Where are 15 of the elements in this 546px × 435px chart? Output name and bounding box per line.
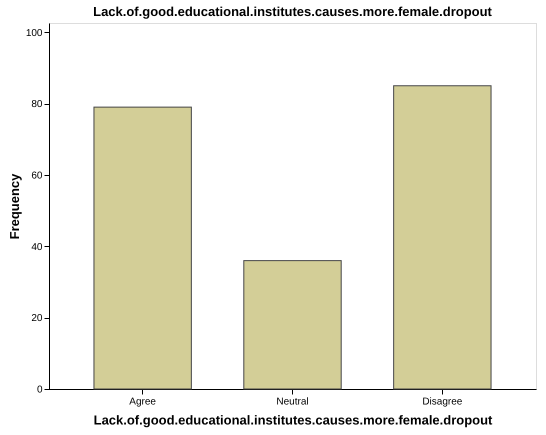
y-tick-label: 100 (26, 28, 43, 39)
x-tick-label: Neutral (276, 396, 309, 408)
y-axis-title: Frequency (6, 172, 22, 240)
x-axis-title: Lack.of.good.educational.institutes.causes.more.female.dropout (94, 412, 494, 428)
y-tick-label: 20 (31, 313, 43, 324)
chart-title: Lack.of.good.educational.institutes.causes.more.female.dropout (93, 4, 493, 19)
bar (393, 85, 492, 390)
y-tick-label: 60 (31, 170, 43, 182)
y-tick-label: 80 (31, 99, 43, 110)
x-tick-label: Disagree (422, 396, 463, 408)
y-tick-label: 40 (31, 242, 43, 253)
bar (243, 260, 342, 390)
x-tick-label: Agree (129, 396, 156, 408)
y-tick-label: 0 (36, 384, 43, 396)
bar (93, 106, 192, 390)
